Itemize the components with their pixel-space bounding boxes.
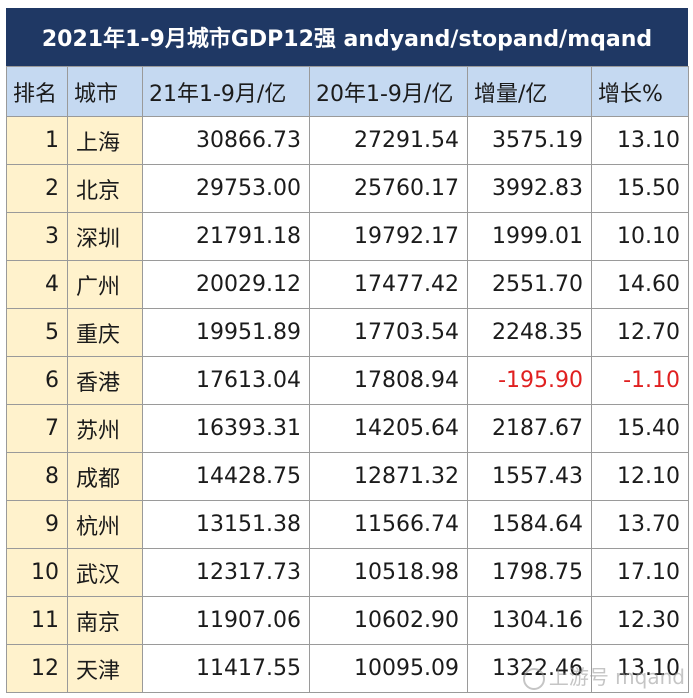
cell-increase[interactable]: 3575.19: [467, 116, 592, 165]
cell-growth[interactable]: 15.40: [591, 404, 689, 453]
cell-rank[interactable]: 1: [6, 116, 68, 165]
cell-rank[interactable]: 8: [6, 452, 68, 501]
cell-growth[interactable]: 10.10: [591, 212, 689, 261]
cell-rank[interactable]: 10: [6, 548, 68, 597]
cell-increase[interactable]: 1322.46: [467, 644, 592, 693]
cell-increase[interactable]: 2551.70: [467, 260, 592, 309]
cell-gdp-2021[interactable]: 30866.73: [142, 116, 310, 165]
cell-rank[interactable]: 2: [6, 164, 68, 213]
cell-gdp-2021[interactable]: 14428.75: [142, 452, 310, 501]
cell-gdp-2021[interactable]: 17613.04: [142, 356, 310, 405]
cell-gdp-2020[interactable]: 12871.32: [309, 452, 468, 501]
cell-growth[interactable]: 15.50: [591, 164, 689, 213]
header-row: 排名 城市 21年1-9月/亿 20年1-9月/亿 增量/亿 增长%: [6, 66, 689, 117]
cell-rank[interactable]: 11: [6, 596, 68, 645]
cell-increase[interactable]: 2248.35: [467, 308, 592, 357]
cell-gdp-2021[interactable]: 12317.73: [142, 548, 310, 597]
cell-city[interactable]: 武汉: [67, 548, 143, 597]
cell-gdp-2020[interactable]: 19792.17: [309, 212, 468, 261]
cell-gdp-2020[interactable]: 17808.94: [309, 356, 468, 405]
cell-increase[interactable]: 1304.16: [467, 596, 592, 645]
cell-gdp-2020[interactable]: 11566.74: [309, 500, 468, 549]
table-row: 7 苏州 16393.31 14205.64 2187.67 15.40: [6, 404, 689, 453]
table-row: 5 重庆 19951.89 17703.54 2248.35 12.70: [6, 308, 689, 357]
table-body: 1 上海 30866.73 27291.54 3575.19 13.10 2 北京 29753.…: [6, 116, 689, 693]
cell-city[interactable]: 杭州: [67, 500, 143, 549]
cell-gdp-2020[interactable]: 10518.98: [309, 548, 468, 597]
cell-gdp-2021[interactable]: 11907.06: [142, 596, 310, 645]
cell-growth[interactable]: 13.70: [591, 500, 689, 549]
cell-growth[interactable]: -1.10: [591, 356, 689, 405]
cell-rank[interactable]: 12: [6, 644, 68, 693]
cell-gdp-2020[interactable]: 17477.42: [309, 260, 468, 309]
cell-gdp-2021[interactable]: 20029.12: [142, 260, 310, 309]
header-gdp-2020[interactable]: 20年1-9月/亿: [309, 66, 468, 117]
cell-rank[interactable]: 5: [6, 308, 68, 357]
cell-city[interactable]: 南京: [67, 596, 143, 645]
cell-increase[interactable]: 2187.67: [467, 404, 592, 453]
cell-city[interactable]: 香港: [67, 356, 143, 405]
table-row: 3 深圳 21791.18 19792.17 1999.01 10.10: [6, 212, 689, 261]
header-gdp-2021[interactable]: 21年1-9月/亿: [142, 66, 310, 117]
cell-gdp-2021[interactable]: 16393.31: [142, 404, 310, 453]
cell-rank[interactable]: 4: [6, 260, 68, 309]
cell-increase[interactable]: 3992.83: [467, 164, 592, 213]
cell-rank[interactable]: 9: [6, 500, 68, 549]
cell-rank[interactable]: 6: [6, 356, 68, 405]
cell-growth[interactable]: 14.60: [591, 260, 689, 309]
cell-growth[interactable]: 12.70: [591, 308, 689, 357]
table-row: 2 北京 29753.00 25760.17 3992.83 15.50: [6, 164, 689, 213]
cell-gdp-2020[interactable]: 10095.09: [309, 644, 468, 693]
cell-increase[interactable]: 1999.01: [467, 212, 592, 261]
cell-growth[interactable]: 12.10: [591, 452, 689, 501]
cell-rank[interactable]: 7: [6, 404, 68, 453]
table-row: 4 广州 20029.12 17477.42 2551.70 14.60: [6, 260, 689, 309]
table-row: 12 天津 11417.55 10095.09 1322.46 13.10: [6, 644, 689, 693]
cell-city[interactable]: 上海: [67, 116, 143, 165]
cell-city[interactable]: 成都: [67, 452, 143, 501]
cell-gdp-2021[interactable]: 29753.00: [142, 164, 310, 213]
table-row: 8 成都 14428.75 12871.32 1557.43 12.10: [6, 452, 689, 501]
table-row: 6 香港 17613.04 17808.94 -195.90 -1.10: [6, 356, 689, 405]
header-increase[interactable]: 增量/亿: [467, 66, 592, 117]
cell-gdp-2020[interactable]: 27291.54: [309, 116, 468, 165]
table-title: 2021年1-9月城市GDP12强 andyand/stopand/mqand: [6, 8, 688, 66]
cell-rank[interactable]: 3: [6, 212, 68, 261]
cell-city[interactable]: 重庆: [67, 308, 143, 357]
cell-gdp-2020[interactable]: 14205.64: [309, 404, 468, 453]
cell-growth[interactable]: 13.10: [591, 116, 689, 165]
table-row: 10 武汉 12317.73 10518.98 1798.75 17.10: [6, 548, 689, 597]
cell-city[interactable]: 苏州: [67, 404, 143, 453]
cell-gdp-2020[interactable]: 10602.90: [309, 596, 468, 645]
header-city[interactable]: 城市: [67, 66, 143, 117]
cell-growth[interactable]: 17.10: [591, 548, 689, 597]
table-row: 11 南京 11907.06 10602.90 1304.16 12.30: [6, 596, 689, 645]
cell-gdp-2020[interactable]: 25760.17: [309, 164, 468, 213]
cell-city[interactable]: 天津: [67, 644, 143, 693]
cell-gdp-2021[interactable]: 13151.38: [142, 500, 310, 549]
cell-growth[interactable]: 13.10: [591, 644, 689, 693]
cell-increase[interactable]: 1584.64: [467, 500, 592, 549]
cell-city[interactable]: 北京: [67, 164, 143, 213]
table-row: 9 杭州 13151.38 11566.74 1584.64 13.70: [6, 500, 689, 549]
cell-gdp-2021[interactable]: 21791.18: [142, 212, 310, 261]
gdp-table: 排名 城市 21年1-9月/亿 20年1-9月/亿 增量/亿 增长% 1 上海 30…: [6, 66, 689, 693]
cell-city[interactable]: 广州: [67, 260, 143, 309]
cell-gdp-2020[interactable]: 17703.54: [309, 308, 468, 357]
cell-gdp-2021[interactable]: 11417.55: [142, 644, 310, 693]
cell-increase[interactable]: -195.90: [467, 356, 592, 405]
cell-city[interactable]: 深圳: [67, 212, 143, 261]
cell-increase[interactable]: 1798.75: [467, 548, 592, 597]
cell-gdp-2021[interactable]: 19951.89: [142, 308, 310, 357]
cell-increase[interactable]: 1557.43: [467, 452, 592, 501]
table-row: 1 上海 30866.73 27291.54 3575.19 13.10: [6, 116, 689, 165]
header-growth[interactable]: 增长%: [591, 66, 689, 117]
cell-growth[interactable]: 12.30: [591, 596, 689, 645]
header-rank[interactable]: 排名: [6, 66, 68, 117]
